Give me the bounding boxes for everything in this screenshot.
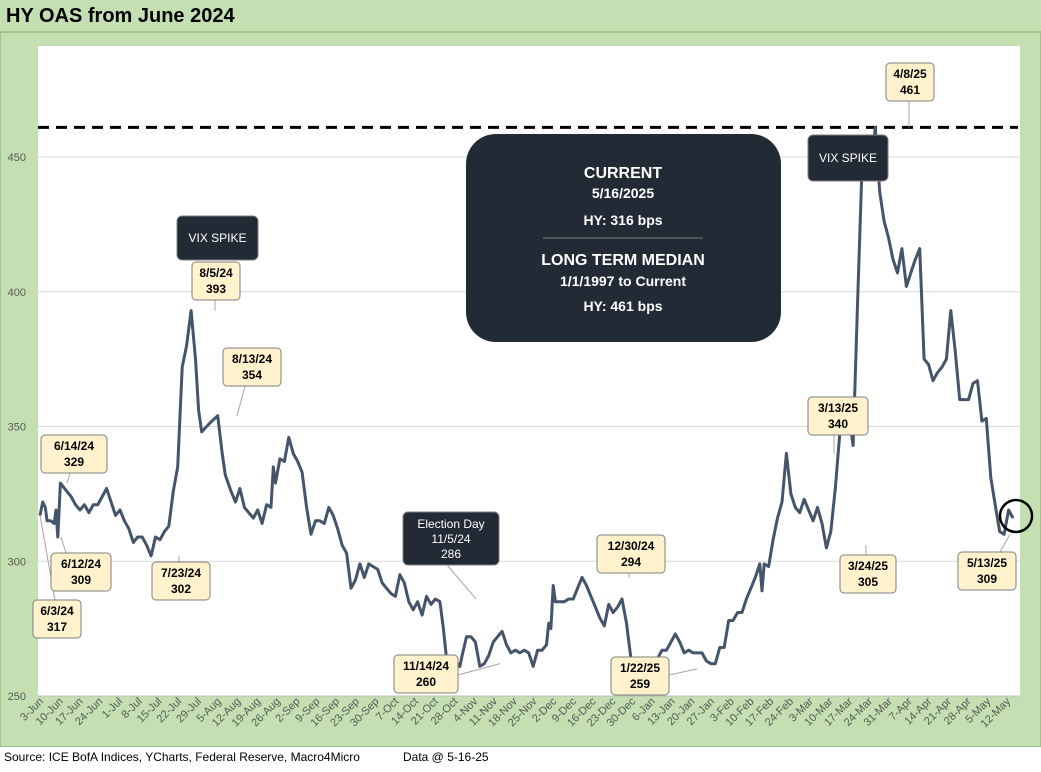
- info-current-heading: CURRENT: [584, 165, 662, 182]
- callout-box: [610, 656, 670, 696]
- callout-date: 8/13/24: [232, 352, 272, 366]
- callout-6-3-24: 6/3/24 317: [32, 599, 82, 639]
- callout-box: [807, 396, 869, 436]
- election-value: 286: [441, 547, 461, 561]
- callout-box: [222, 347, 282, 387]
- callout-3-13-25: 3/13/25 340: [807, 396, 869, 436]
- callout-value: 294: [621, 555, 641, 569]
- callout-box: [191, 261, 241, 301]
- source-note: Source: ICE BofA Indices, YCharts, Feder…: [4, 750, 360, 764]
- callout-date: 1/22/25: [620, 661, 660, 675]
- callout-7-23-24: 7/23/24 302: [151, 561, 211, 601]
- callout-box: [151, 561, 211, 601]
- callout-box: [885, 62, 935, 102]
- callout-leader: [66, 472, 71, 484]
- callout-value: 393: [206, 282, 226, 296]
- callout-8-13-24: 8/13/24 354: [222, 347, 282, 387]
- callout-value: 354: [242, 368, 262, 382]
- callout-date: 6/3/24: [40, 604, 74, 618]
- chart-title: HY OAS from June 2024: [6, 5, 235, 27]
- election-leader: [446, 564, 477, 600]
- callout-date: 3/24/25: [848, 559, 888, 573]
- callout-value: 305: [858, 575, 878, 589]
- callout-leader: [457, 663, 501, 676]
- callout-date: 12/30/24: [608, 539, 655, 553]
- callout-value: 259: [630, 677, 650, 691]
- callout-date: 7/23/24: [161, 566, 201, 580]
- vix-spike-label-1: VIX SPIKE: [176, 215, 259, 261]
- callout-box: [50, 552, 112, 592]
- callout-date: 11/14/24: [403, 659, 449, 673]
- callout-box: [596, 534, 666, 574]
- info-median-heading: LONG TERM MEDIAN: [541, 252, 705, 269]
- callout-value: 260: [416, 675, 436, 689]
- y-tick-label: 350: [8, 422, 26, 434]
- callout-box: [393, 654, 459, 694]
- callout-box: [839, 554, 897, 594]
- callout-value: 309: [71, 573, 91, 587]
- info-current-date: 5/16/2025: [592, 185, 654, 201]
- callout-box: [957, 551, 1017, 591]
- callout-value: 309: [977, 572, 997, 586]
- vix-spike-label-2-box: [807, 134, 889, 182]
- callout-date: 3/13/25: [818, 401, 858, 415]
- callout-1-22-25: 1/22/25 259: [610, 656, 670, 696]
- callout-5-13-25: 5/13/25 309: [957, 551, 1017, 591]
- info-box: CURRENT 5/16/2025 HY: 316 bps LONG TERM MED…: [466, 134, 781, 342]
- callout-11-14-24: 11/14/24 260: [393, 654, 459, 694]
- callout-4-8-25: 4/8/25 461: [885, 62, 935, 102]
- callout-date: 5/13/25: [967, 556, 1007, 570]
- callout-value: 317: [47, 620, 67, 634]
- callout-date: 6/12/24: [61, 557, 101, 571]
- callout-value: 340: [828, 417, 848, 431]
- callout-leader: [999, 534, 1011, 553]
- callout-leader: [60, 536, 67, 554]
- vix-spike-label-2-text: VIX SPIKE: [819, 151, 877, 165]
- callout-3-24-25: 3/24/25 305: [839, 554, 897, 594]
- vix-spike-label-1-box: [176, 215, 259, 261]
- title-bar: HY OAS from June 2024: [0, 0, 1041, 33]
- callout-12-30-24: 12/30/24 294: [596, 534, 666, 574]
- y-tick-label: 250: [8, 691, 26, 703]
- x-tick-label: 1-Jul: [100, 696, 125, 721]
- callout-value: 461: [900, 83, 920, 97]
- info-median-value: HY: 461 bps: [583, 298, 662, 314]
- callout-8-5-24: 8/5/24 393: [191, 261, 241, 301]
- callout-leader: [236, 385, 246, 416]
- election-title: Election Day: [417, 517, 484, 531]
- election-date: 11/5/24: [431, 532, 470, 546]
- callout-value: 302: [171, 582, 191, 596]
- election-box: [402, 511, 500, 566]
- y-tick-label: 400: [8, 287, 26, 299]
- callout-date: 8/5/24: [199, 266, 233, 280]
- callout-date: 6/14/24: [54, 439, 94, 453]
- callout-leader: [668, 668, 698, 676]
- callout-box: [32, 599, 82, 639]
- y-tick-label: 450: [8, 152, 26, 164]
- info-current-value: HY: 316 bps: [583, 212, 662, 228]
- data-date-note: Data @ 5-16-25: [403, 750, 489, 764]
- callout-6-12-24: 6/12/24 309: [50, 552, 112, 592]
- info-median-range: 1/1/1997 to Current: [560, 273, 686, 289]
- y-tick-label: 300: [8, 556, 26, 568]
- callout-value: 329: [64, 455, 84, 469]
- callout-date: 4/8/25: [893, 67, 927, 81]
- vix-spike-label-2: VIX SPIKE: [807, 134, 889, 182]
- callout-6-14-24: 6/14/24 329: [40, 434, 108, 474]
- current-value-marker: [998, 498, 1034, 534]
- hy-oas-chart: 2503003504004503-Jun10-Jun17-Jun24-Jun1-…: [8, 62, 1034, 730]
- vix-spike-label-1-text: VIX SPIKE: [188, 231, 246, 245]
- callout-box: [40, 434, 108, 474]
